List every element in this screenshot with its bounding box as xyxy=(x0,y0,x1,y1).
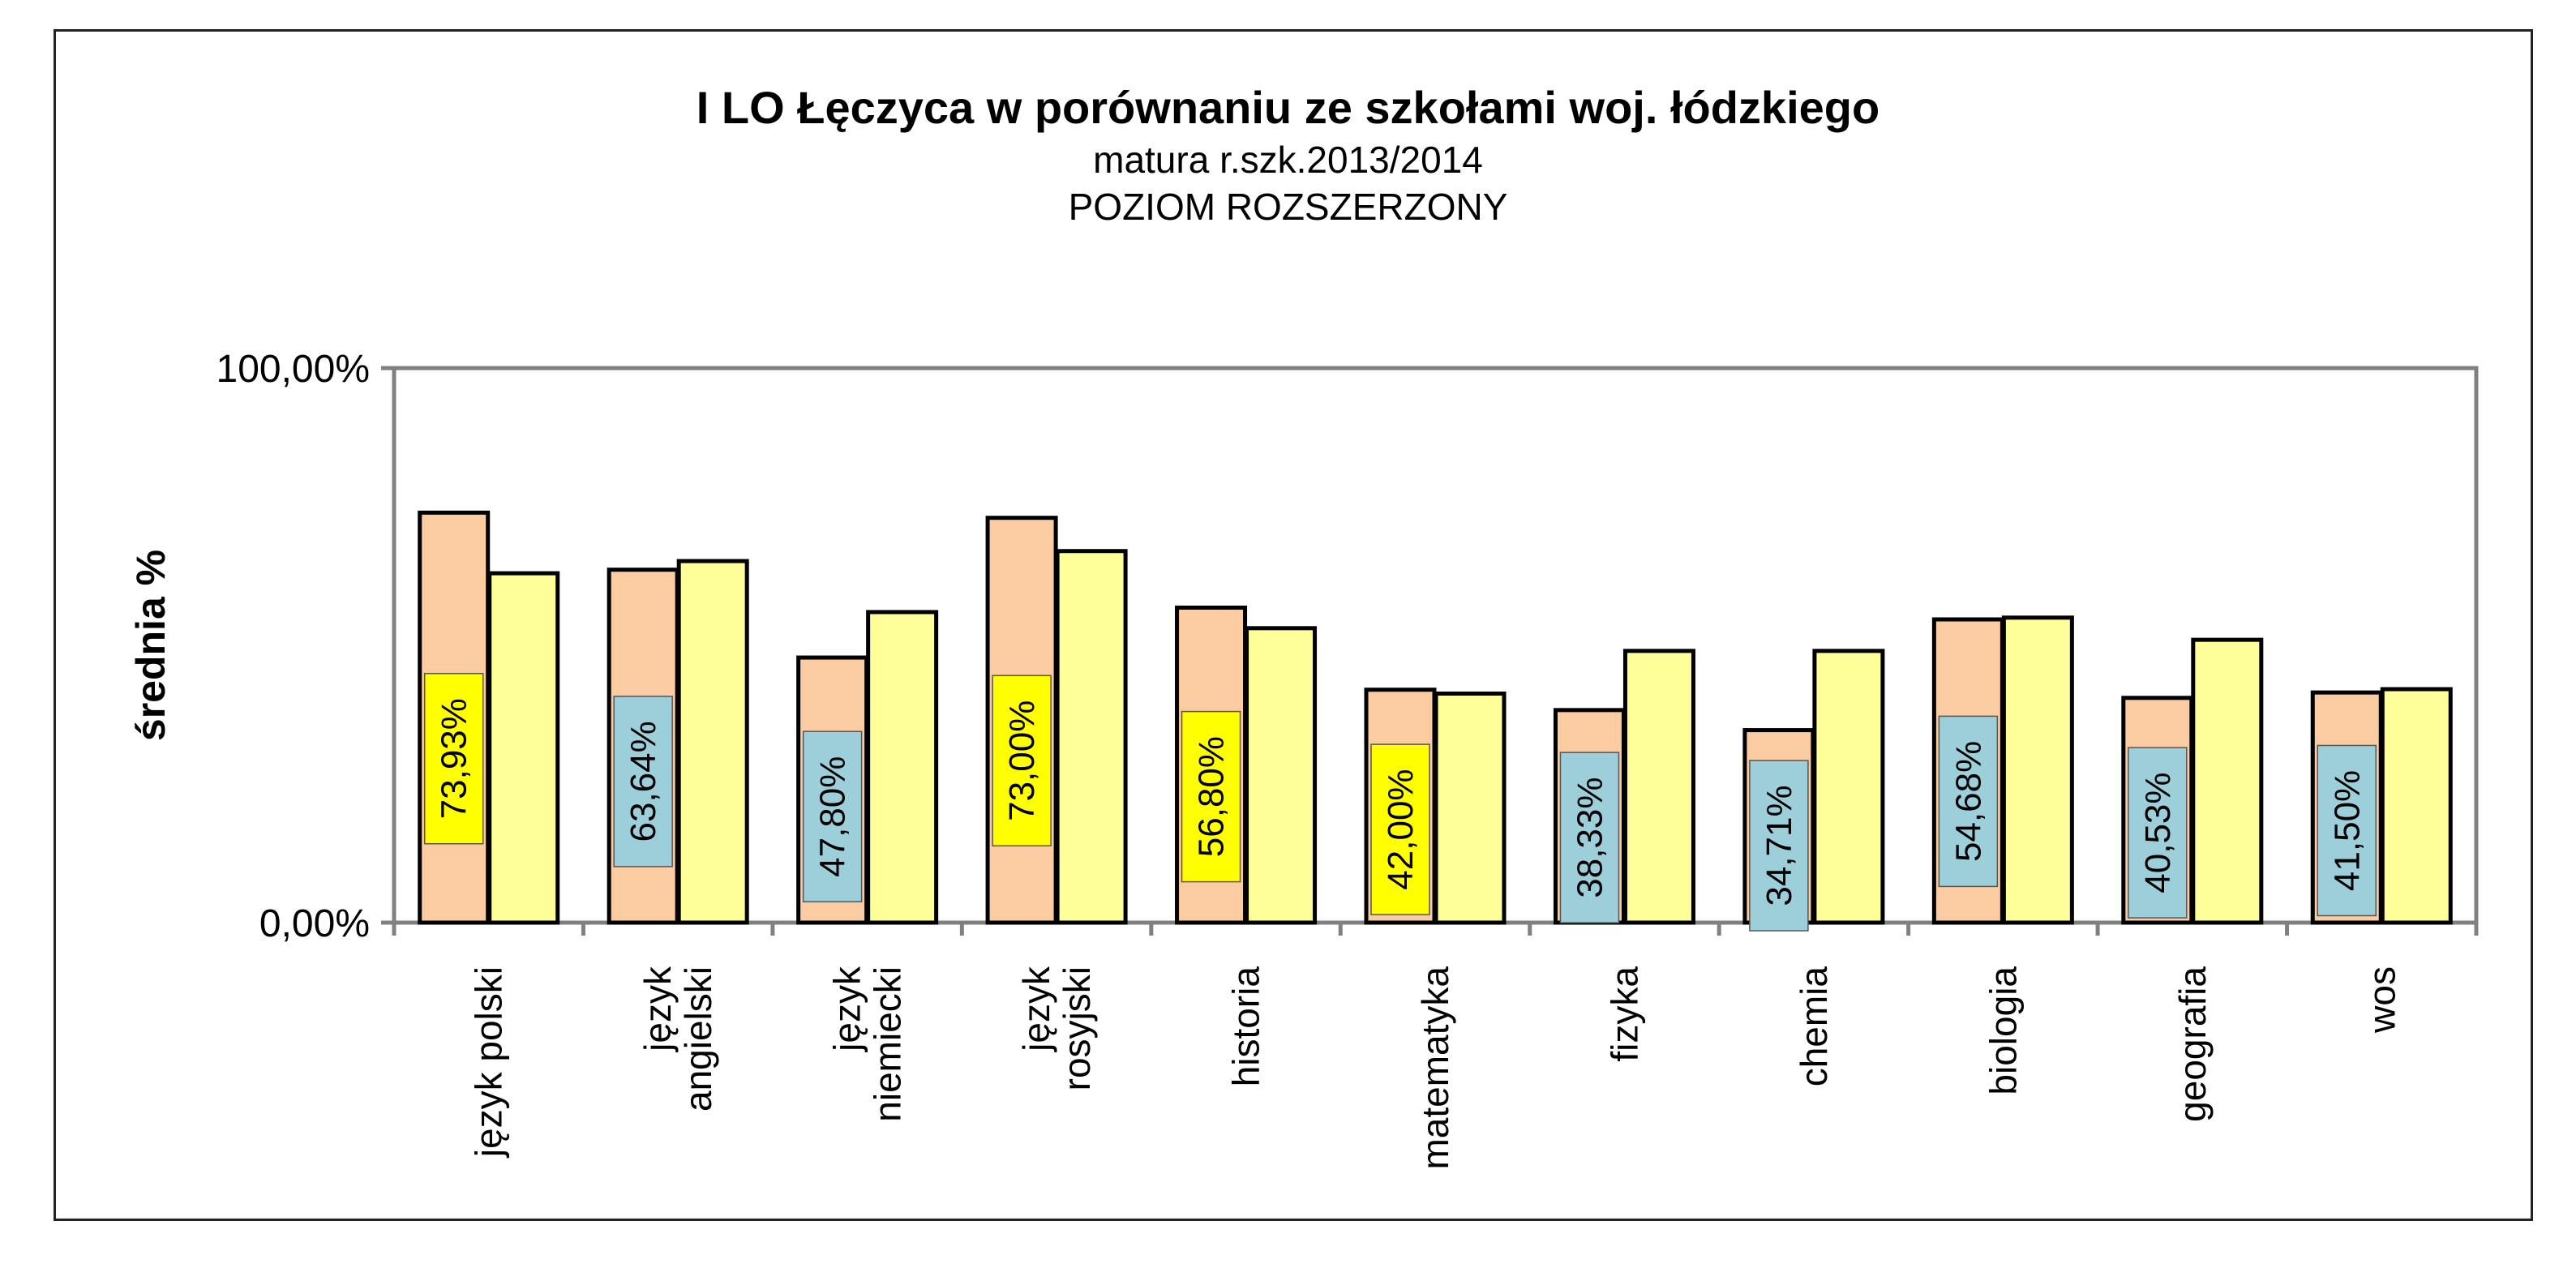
data-label: 42,00% xyxy=(1381,769,1421,889)
data-label: 56,80% xyxy=(1192,736,1232,857)
x-tick-label: matematyka xyxy=(1414,966,1456,1170)
data-label: 41,50% xyxy=(2327,770,2367,891)
bars-group: 73,93% 63,64% 47,80% 73,00% 56,80% 42,00% 38,3… xyxy=(418,510,2453,932)
x-tick-label: geografia xyxy=(2171,966,2214,1122)
x-tick-label: język polski xyxy=(468,966,510,1159)
data-label-box xyxy=(1938,715,1999,888)
chart-title: I LO Łęczyca w porównaniu ze szkołami wo… xyxy=(696,82,1880,133)
data-label-box xyxy=(992,675,1052,847)
bar-region xyxy=(1434,692,1507,925)
bar-region xyxy=(1812,649,1885,925)
x-tick-label: historia xyxy=(1225,966,1267,1087)
data-label: 63,64% xyxy=(624,721,663,842)
x-tick-label: biologia xyxy=(1982,966,2024,1095)
x-tick-label: fizyka xyxy=(1603,966,1645,1062)
bar-region xyxy=(487,571,560,925)
data-label-box xyxy=(1181,710,1241,883)
chart-subtitle-year: matura r.szk.2013/2014 xyxy=(1093,139,1483,181)
data-label: 38,33% xyxy=(1570,778,1609,898)
bar-region xyxy=(676,559,749,925)
chart-subtitle-level: POZIOM ROZSZERZONY xyxy=(1068,186,1508,228)
data-label: 47,80% xyxy=(813,756,853,877)
bar-region xyxy=(1055,549,1128,925)
data-label-box xyxy=(613,696,673,867)
x-tick-label: językrosyjski xyxy=(1015,966,1098,1090)
x-tick-label: językangielski xyxy=(636,966,719,1112)
bar-region xyxy=(2191,637,2264,925)
data-label: 54,68% xyxy=(1948,741,1988,862)
bar-region xyxy=(1622,649,1695,925)
y-axis-labels: 0,00% 100,00% średnia % xyxy=(128,348,370,945)
data-label: 73,93% xyxy=(435,698,474,819)
data-label-box xyxy=(1749,760,1809,932)
y-tick-label: 100,00% xyxy=(216,348,371,391)
data-label: 40,53% xyxy=(2138,772,2178,893)
x-tick-label: chemia xyxy=(1793,966,1835,1087)
data-label-box xyxy=(2317,744,2377,917)
data-label-box xyxy=(1559,752,1620,923)
data-label-box xyxy=(423,672,484,845)
x-tick-label: wos xyxy=(2360,966,2402,1034)
y-axis-title: średnia % xyxy=(128,550,174,741)
data-label: 73,00% xyxy=(1002,700,1042,821)
bar-region xyxy=(2001,615,2074,925)
data-label-box xyxy=(2128,747,2188,919)
bar-region xyxy=(2380,687,2453,925)
bar-region xyxy=(866,610,939,925)
bar-region xyxy=(1245,626,1318,925)
data-label: 34,71% xyxy=(1759,785,1799,906)
data-label-box xyxy=(802,730,863,902)
y-tick-label: 0,00% xyxy=(259,902,370,945)
x-axis-labels: język polski językangielski językniemiecki… xyxy=(468,966,2403,1170)
x-tick-label: językniemiecki xyxy=(826,966,909,1122)
data-label-box xyxy=(1370,743,1430,915)
